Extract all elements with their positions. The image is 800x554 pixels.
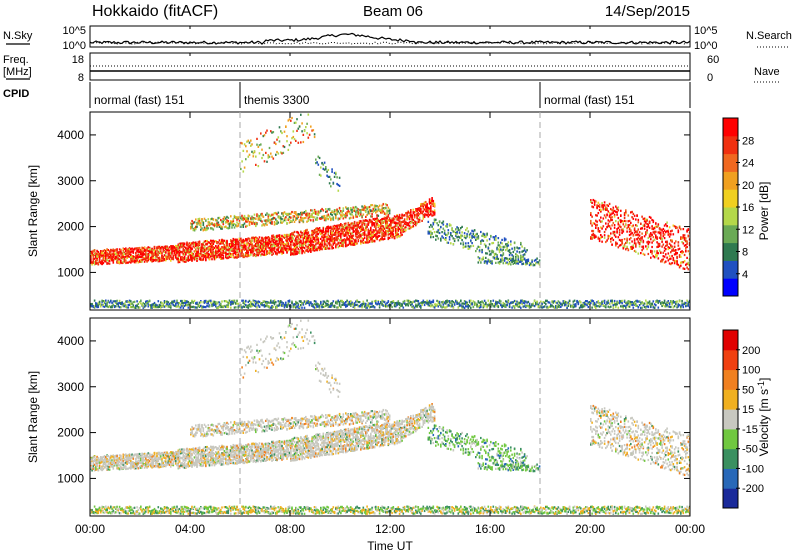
xtick-label: 04:00: [175, 522, 205, 536]
colorbar-swatch: [723, 171, 738, 189]
colorbar-swatch: [723, 429, 738, 449]
colorbar-swatch: [723, 370, 738, 390]
power-colorbar-label: Power [dB]: [757, 182, 771, 241]
xtick-label: 00:00: [75, 522, 105, 536]
colorbar-swatch: [723, 389, 738, 409]
ytick-label: 3000: [57, 380, 84, 394]
nave-label: Nave: [754, 66, 780, 78]
cpid-segment-label: themis 3300: [244, 93, 310, 107]
colorbar-swatch: [723, 488, 738, 508]
colorbar-tick-label: 20: [742, 180, 754, 192]
velocity-panel: 1000 2000 3000 4000 Slant Range [km] 200 100…: [26, 318, 771, 516]
noise-tick-right-top: 10^5: [694, 25, 718, 37]
ytick-label: 4000: [57, 334, 84, 348]
velocity-cells: [90, 320, 690, 516]
colorbar-swatch: [723, 409, 738, 429]
station-title: Hokkaido (fitACF): [92, 3, 218, 20]
colorbar-tick-label: 50: [742, 384, 754, 396]
xtick-label: 00:00: [675, 522, 705, 536]
nsky-line: [90, 33, 690, 44]
noise-panel: N.Sky 10^5 10^0 10^5 10^0 N.Search: [3, 25, 792, 52]
colorbar-swatch: [723, 243, 738, 261]
colorbar-swatch: [723, 278, 738, 296]
colorbar-tick-label: -15: [742, 424, 758, 436]
cpid-panel: CPID normal (fast) 151 themis 3300 normal …: [3, 82, 690, 108]
cpid-label: CPID: [3, 88, 29, 100]
colorbar-tick-label: -50: [742, 444, 758, 456]
colorbar-swatch: [723, 260, 738, 278]
colorbar-tick-label: 4: [742, 269, 748, 281]
cpid-segment-label: normal (fast) 151: [544, 93, 635, 107]
beam-title: Beam 06: [363, 3, 423, 20]
ytick-label: 1000: [57, 265, 84, 279]
colorbar-tick-label: 12: [742, 224, 754, 236]
nave-tick-top: 60: [707, 54, 719, 66]
colorbar-swatch: [723, 449, 738, 469]
colorbar-swatch: [723, 225, 738, 243]
ytick-label: 2000: [57, 426, 84, 440]
colorbar-tick-label: 200: [742, 345, 760, 357]
power-ylabel: Slant Range [km]: [26, 165, 40, 257]
freq-tick-top: 18: [72, 54, 84, 66]
colorbar-tick-label: 28: [742, 135, 754, 147]
noise-tick-top: 10^5: [62, 25, 86, 37]
ytick-label: 2000: [57, 220, 84, 234]
freq-panel: Freq. [MHz] 18 8 60 0 Nave: [3, 53, 780, 84]
colorbar-swatch: [723, 207, 738, 225]
xaxis-label: Time UT: [367, 539, 413, 553]
freq-tick-bottom: 8: [78, 72, 84, 84]
colorbar-swatch: [723, 136, 738, 154]
xtick-label: 20:00: [575, 522, 605, 536]
cpid-segment-label: normal (fast) 151: [94, 93, 185, 107]
colorbar-tick-label: 16: [742, 202, 754, 214]
colorbar-swatch: [723, 118, 738, 136]
power-cells: [90, 114, 690, 310]
colorbar-swatch: [723, 468, 738, 488]
colorbar-swatch: [723, 189, 738, 207]
ytick-label: 4000: [57, 128, 84, 142]
nsearch-label: N.Search: [746, 30, 792, 42]
colorbar-tick-label: 15: [742, 404, 754, 416]
power-panel: 1000 2000 3000 4000 Slant Range [km] 4 8 12 16…: [26, 112, 771, 310]
xtick-label: 12:00: [375, 522, 405, 536]
ytick-label: 1000: [57, 471, 84, 485]
noise-tick-right-bottom: 10^0: [694, 40, 718, 52]
colorbar-swatch: [723, 330, 738, 350]
velocity-colorbar-label: Velocity [m s-1]: [756, 378, 771, 457]
noise-tick-bottom: 10^0: [62, 40, 86, 52]
colorbar-tick-label: 8: [742, 247, 748, 259]
freq-label-line1: Freq.: [3, 54, 29, 66]
velocity-ylabel: Slant Range [km]: [26, 371, 40, 463]
colorbar-tick-label: 24: [742, 158, 754, 170]
colorbar-tick-label: 100: [742, 365, 760, 377]
colorbar-tick-label: -200: [742, 483, 764, 495]
nsky-label: N.Sky: [3, 30, 33, 42]
colorbar-tick-label: -100: [742, 463, 764, 475]
ytick-label: 3000: [57, 174, 84, 188]
colorbar-swatch: [723, 350, 738, 370]
date-title: 14/Sep/2015: [605, 3, 690, 20]
freq-label-line2: [MHz]: [3, 66, 32, 78]
xtick-label: 16:00: [475, 522, 505, 536]
nave-tick-bottom: 0: [707, 72, 713, 84]
xtick-label: 08:00: [275, 522, 305, 536]
colorbar-swatch: [723, 154, 738, 172]
